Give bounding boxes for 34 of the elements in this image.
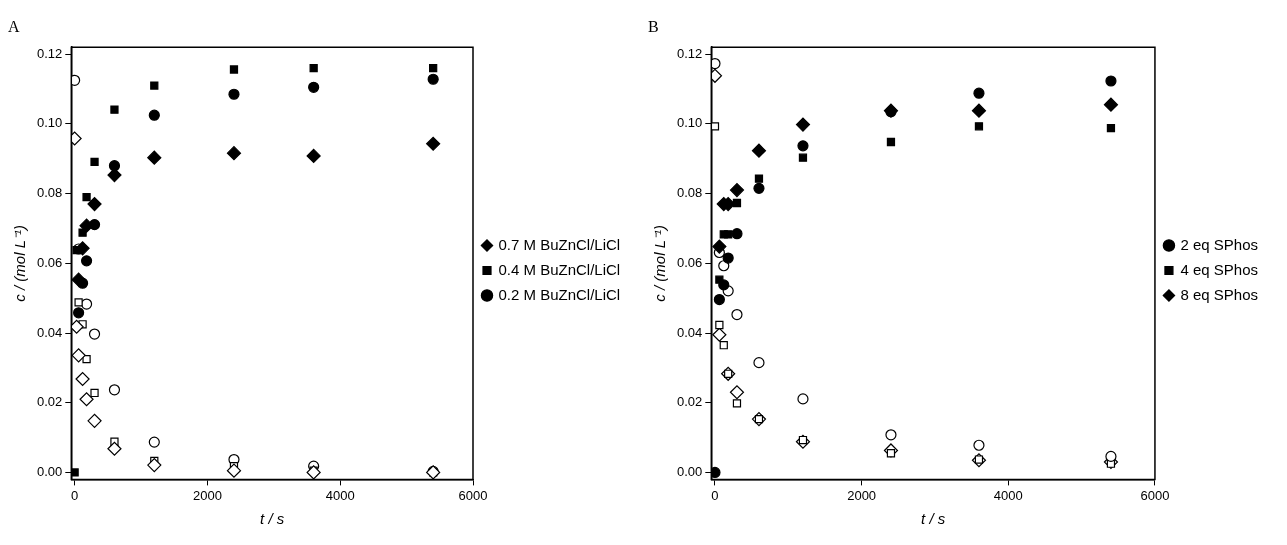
- x-tick-label: 0: [711, 487, 719, 503]
- x-tick-label: 2000: [192, 487, 222, 503]
- legend-label: 4 eq SPhos: [1180, 260, 1259, 278]
- x-tick-label: 4000: [993, 487, 1023, 503]
- x-axis-title: t / s: [260, 510, 285, 528]
- y-tick-label: 0.00: [36, 464, 63, 480]
- y-tick-label: 0.04: [676, 324, 703, 340]
- x-axis-title: t / s: [921, 510, 946, 528]
- x-tick-label: 6000: [1140, 487, 1170, 503]
- chart-title: A: [8, 17, 20, 35]
- x-tick-label: 4000: [325, 487, 355, 503]
- y-axis-title: c / (mol L⁻¹): [11, 224, 29, 302]
- y-axis-title: c / (mol L⁻¹): [651, 224, 669, 302]
- y-tick-label: 0.10: [36, 115, 63, 131]
- legend-label: 0.4 M BuZnCl/LiCl: [498, 260, 621, 278]
- chart-title: B: [648, 17, 659, 35]
- y-tick-label: 0.06: [676, 254, 703, 270]
- y-tick-label: 0.06: [36, 254, 63, 270]
- legend-label: 0.2 M BuZnCl/LiCl: [498, 285, 621, 303]
- y-tick-label: 0.04: [36, 324, 63, 340]
- y-tick-label: 0.10: [676, 115, 703, 131]
- legend-label: 2 eq SPhos: [1180, 235, 1259, 253]
- y-tick-label: 0.02: [36, 394, 63, 410]
- legend-label: 8 eq SPhos: [1180, 285, 1259, 303]
- y-tick-label: 0.08: [36, 185, 63, 201]
- legend-label: 0.7 M BuZnCl/LiCl: [498, 235, 621, 253]
- y-tick-label: 0.08: [676, 185, 703, 201]
- y-tick-label: 0.02: [676, 394, 703, 410]
- y-tick-label: 0.12: [676, 45, 703, 61]
- x-tick-label: 0: [71, 487, 79, 503]
- x-tick-label: 2000: [847, 487, 877, 503]
- x-tick-label: 6000: [458, 487, 488, 503]
- y-tick-label: 0.12: [36, 45, 63, 61]
- y-tick-label: 0.00: [676, 464, 703, 480]
